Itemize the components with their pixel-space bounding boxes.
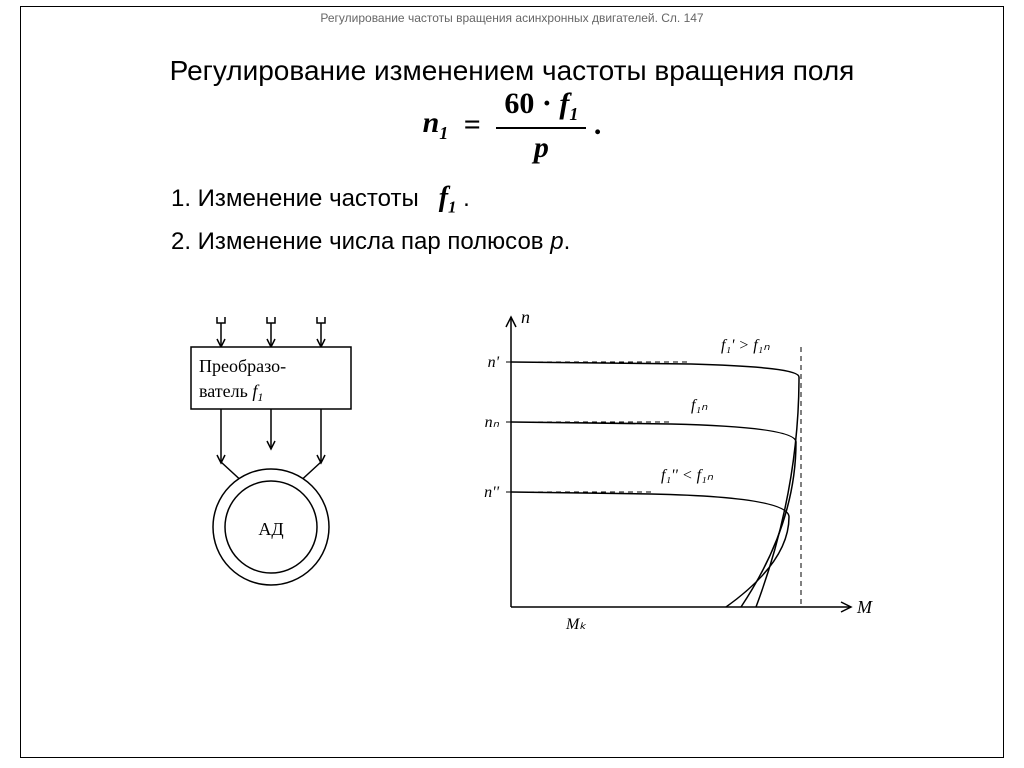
svg-text:n'': n'' — [484, 484, 499, 501]
page-header: Регулирование частоты вращения асинхронн… — [21, 11, 1003, 25]
list-item-1-sub: 1 — [448, 198, 456, 217]
characteristic-chart: n M Mₖ n' nₙ n'' f₁' > f₁ₙ f₁ₙ f₁'' < f₁ₙ — [451, 307, 881, 647]
list-item-2: 2. Изменение числа пар полюсов p. — [171, 224, 570, 260]
svg-text:f₁' > f₁ₙ: f₁' > f₁ₙ — [721, 337, 770, 354]
formula-num-const: 60 — [504, 87, 534, 120]
svg-text:f₁ₙ: f₁ₙ — [691, 397, 708, 414]
list-item-2-suffix: . — [564, 228, 571, 255]
formula-den: p — [496, 129, 586, 164]
list-item-2-var: p — [550, 228, 563, 255]
formula-num-var: f — [559, 87, 569, 120]
svg-text:M: M — [856, 597, 873, 617]
formula-lhs-var: n — [423, 106, 440, 139]
svg-text:n: n — [521, 307, 530, 327]
converter-text-1: Преобразо- — [199, 356, 286, 376]
list-item-2-text: 2. Изменение числа пар полюсов — [171, 228, 550, 255]
svg-text:nₙ: nₙ — [485, 414, 500, 431]
list-item-1-var: f — [439, 182, 448, 213]
enumeration-list: 1. Изменение частоты f1 . 2. Изменение ч… — [171, 177, 570, 264]
svg-text:f₁'' < f₁ₙ: f₁'' < f₁ₙ — [661, 467, 714, 484]
formula-num-sub: 1 — [569, 104, 578, 124]
list-item-1: 1. Изменение частоты f1 . — [171, 177, 570, 220]
page-title: Регулирование изменением частоты вращени… — [21, 55, 1003, 87]
motor-label: АД — [258, 519, 283, 539]
svg-text:Mₖ: Mₖ — [565, 616, 586, 633]
list-item-1-text: 1. Изменение частоты — [171, 185, 419, 212]
main-formula: n1 = 60 · f1 p . — [21, 87, 1003, 164]
formula-lhs-sub: 1 — [439, 123, 448, 143]
converter-text-2: ватель f1 — [199, 381, 263, 404]
schematic-diagram: Преобразо- ватель f1 АД — [161, 317, 381, 647]
page-frame: Регулирование частоты вращения асинхронн… — [20, 6, 1004, 758]
svg-text:n': n' — [488, 354, 500, 371]
list-item-1-suffix: . — [463, 185, 470, 212]
